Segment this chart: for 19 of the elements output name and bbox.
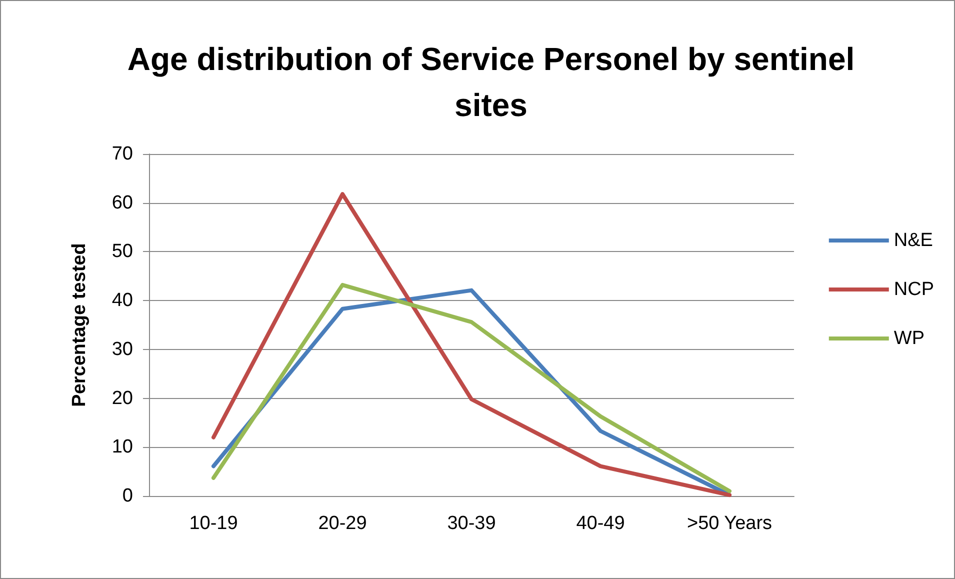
y-tick-label: 60 bbox=[112, 192, 133, 214]
y-tick-label: 70 bbox=[112, 144, 133, 164]
line-series bbox=[212, 192, 732, 498]
y-tick-label: 0 bbox=[122, 486, 133, 506]
y-tick-label: 30 bbox=[112, 338, 133, 360]
y-tick-label: 20 bbox=[112, 388, 133, 409]
legend-label: N&E bbox=[894, 230, 933, 251]
y-tick-label: 10 bbox=[112, 436, 133, 458]
x-tick-label: >50 Years bbox=[686, 513, 772, 534]
x-tick-label: 30-39 bbox=[447, 513, 496, 534]
legend-label: NCP bbox=[894, 279, 934, 300]
y-tick-label: 40 bbox=[112, 290, 133, 312]
x-tick-label: 40-49 bbox=[576, 513, 625, 534]
legend-label: WP bbox=[894, 328, 924, 349]
y-axis-title: Percentage tested bbox=[69, 243, 90, 407]
x-tick-label: 20-29 bbox=[318, 513, 367, 534]
chart-title: Age distribution of Service Personel by sentinel sites bbox=[127, 41, 855, 123]
y-tick-label: 50 bbox=[112, 241, 133, 262]
x-tick-label: 10-19 bbox=[189, 513, 238, 534]
